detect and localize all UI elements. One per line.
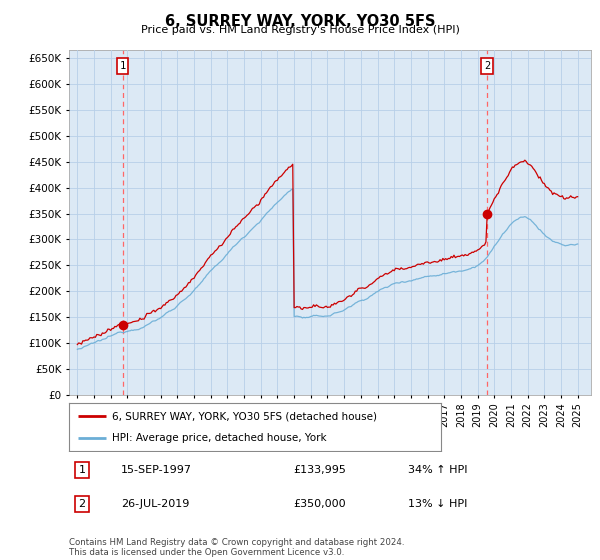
Text: 13% ↓ HPI: 13% ↓ HPI xyxy=(409,499,467,508)
Text: Price paid vs. HM Land Registry's House Price Index (HPI): Price paid vs. HM Land Registry's House … xyxy=(140,25,460,35)
Text: £350,000: £350,000 xyxy=(293,499,346,508)
Text: 34% ↑ HPI: 34% ↑ HPI xyxy=(409,465,468,475)
Text: 1: 1 xyxy=(119,61,126,71)
Text: 26-JUL-2019: 26-JUL-2019 xyxy=(121,499,190,508)
Text: 6, SURREY WAY, YORK, YO30 5FS (detached house): 6, SURREY WAY, YORK, YO30 5FS (detached … xyxy=(112,411,377,421)
Text: HPI: Average price, detached house, York: HPI: Average price, detached house, York xyxy=(112,433,326,443)
Text: £133,995: £133,995 xyxy=(293,465,346,475)
Text: 1: 1 xyxy=(79,465,86,475)
Text: Contains HM Land Registry data © Crown copyright and database right 2024.
This d: Contains HM Land Registry data © Crown c… xyxy=(69,538,404,557)
Text: 15-SEP-1997: 15-SEP-1997 xyxy=(121,465,192,475)
Text: 6, SURREY WAY, YORK, YO30 5FS: 6, SURREY WAY, YORK, YO30 5FS xyxy=(165,14,435,29)
Text: 2: 2 xyxy=(484,61,490,71)
Text: 2: 2 xyxy=(79,499,86,508)
